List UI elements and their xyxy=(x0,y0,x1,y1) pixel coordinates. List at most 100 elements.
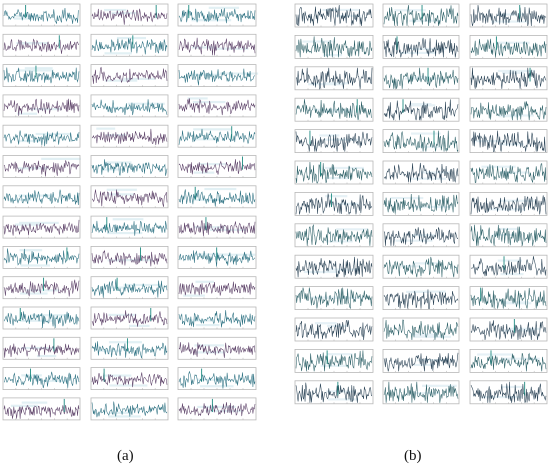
signal-subplot xyxy=(469,191,548,216)
ghost-artifact xyxy=(326,324,348,328)
signal-trace xyxy=(178,98,256,116)
ghost-artifact xyxy=(410,76,430,79)
signal-subplot xyxy=(294,286,374,311)
signal-trace xyxy=(178,310,256,328)
ghost-artifact xyxy=(313,108,352,111)
caption-panel-b: (b) xyxy=(404,448,422,464)
ghost-artifact xyxy=(325,240,353,243)
signal-trace xyxy=(3,371,80,389)
signal-trace xyxy=(470,4,547,27)
signal-trace xyxy=(295,36,373,58)
ghost-artifact xyxy=(104,52,132,55)
signal-subplot xyxy=(382,35,460,59)
signal-subplot xyxy=(469,160,548,185)
signal-trace xyxy=(3,160,80,177)
ghost-artifact xyxy=(109,411,131,414)
ghost-artifact xyxy=(196,351,225,354)
signal-trace xyxy=(295,319,373,341)
ghost-artifact xyxy=(108,286,132,289)
signal-subplot xyxy=(90,64,169,87)
ghost-artifact xyxy=(21,374,42,377)
signal-subplot xyxy=(177,276,257,300)
signal-subplot xyxy=(469,129,548,154)
signal-subplot xyxy=(90,185,169,209)
ghost-artifact xyxy=(204,187,237,191)
signal-trace xyxy=(295,193,373,215)
signal-subplot xyxy=(469,35,548,59)
ghost-artifact xyxy=(106,161,132,164)
ghost-artifact xyxy=(19,221,59,224)
signal-trace xyxy=(91,66,168,84)
ghost-artifact xyxy=(413,335,452,338)
ghost-artifact xyxy=(394,9,426,12)
ghost-artifact xyxy=(97,349,122,352)
ghost-artifact xyxy=(20,319,54,322)
signal-subplot xyxy=(90,124,169,148)
signal-trace xyxy=(383,67,459,89)
ghost-artifact xyxy=(109,384,148,387)
signal-subplot xyxy=(382,129,460,154)
signal-subplot xyxy=(382,3,460,28)
ghost-artifact xyxy=(413,290,446,293)
ghost-artifact xyxy=(409,19,442,22)
ghost-artifact xyxy=(18,167,48,170)
ghost-artifact xyxy=(127,102,165,105)
ghost-artifact xyxy=(303,270,340,274)
signal-trace xyxy=(91,8,168,25)
ghost-artifact xyxy=(323,110,354,113)
signal-trace xyxy=(91,279,168,298)
signal-subplot xyxy=(2,367,81,391)
signal-subplot xyxy=(177,185,257,209)
signal-trace xyxy=(470,130,547,152)
ghost-artifact xyxy=(325,195,348,198)
signal-trace xyxy=(295,287,373,309)
signal-subplot xyxy=(294,3,374,28)
signal-trace xyxy=(470,163,547,184)
ghost-artifact xyxy=(13,17,34,20)
signal-trace xyxy=(383,352,459,372)
signal-trace xyxy=(178,402,256,417)
signal-trace xyxy=(91,189,168,207)
ghost-artifact xyxy=(302,40,333,43)
signal-trace xyxy=(3,404,80,419)
signal-subplot xyxy=(90,367,169,391)
signal-trace xyxy=(383,130,459,152)
signal-subplot xyxy=(382,348,460,373)
signal-subplot xyxy=(2,3,81,27)
subplot-frame xyxy=(469,380,548,405)
signal-trace xyxy=(383,381,459,403)
signal-trace xyxy=(178,68,256,86)
signal-trace xyxy=(470,287,547,309)
ghost-artifact xyxy=(412,262,441,265)
signal-subplot xyxy=(90,94,169,118)
ghost-artifact xyxy=(107,231,143,235)
signal-trace xyxy=(383,194,459,214)
signal-subplot xyxy=(382,66,460,91)
signal-subplot xyxy=(294,97,374,122)
signal-subplot xyxy=(90,3,169,27)
signal-subplot xyxy=(2,276,81,300)
signal-subplot xyxy=(294,317,374,342)
ghost-artifact xyxy=(196,378,231,381)
ghost-artifact xyxy=(324,176,349,180)
ghost-artifact xyxy=(320,364,347,367)
signal-subplot xyxy=(469,66,548,91)
ghost-artifact xyxy=(508,327,541,330)
signal-trace xyxy=(295,131,373,152)
ghost-artifact xyxy=(499,199,535,202)
signal-subplot xyxy=(177,336,257,360)
ghost-artifact xyxy=(193,171,215,174)
ghost-artifact xyxy=(20,346,59,350)
ghost-artifact xyxy=(497,69,536,73)
signal-trace xyxy=(3,189,80,206)
ghost-artifact xyxy=(208,6,240,9)
signal-subplot xyxy=(90,397,169,421)
ghost-artifact xyxy=(420,171,451,174)
ghost-artifact xyxy=(336,228,369,231)
ghost-artifact xyxy=(410,103,432,106)
ghost-artifact xyxy=(395,239,433,242)
ghost-artifact xyxy=(411,205,452,209)
signal-trace xyxy=(470,195,547,215)
